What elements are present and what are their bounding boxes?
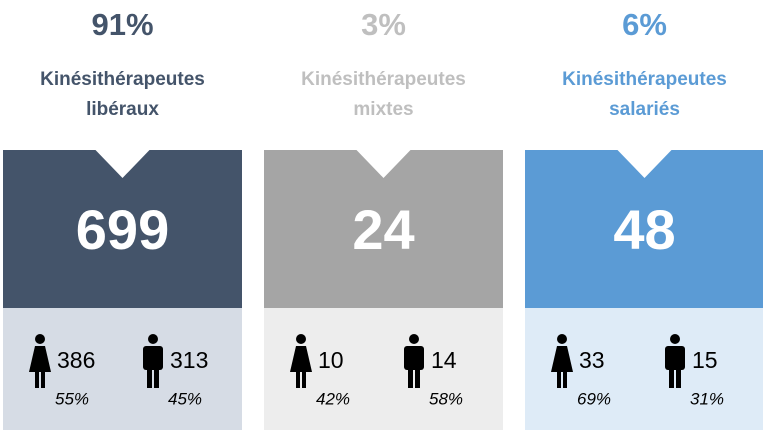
female-percent: 69% (577, 389, 611, 408)
leg (676, 368, 681, 388)
notch (95, 150, 150, 178)
female-icon (551, 334, 573, 388)
head (670, 334, 680, 344)
leg (296, 372, 300, 388)
female-count: 10 (318, 347, 344, 373)
leg (302, 372, 306, 388)
share-percent: 91% (91, 7, 153, 42)
leg (415, 368, 420, 388)
male-percent: 45% (168, 389, 202, 408)
body (404, 346, 424, 370)
notch (617, 150, 672, 178)
leg (154, 368, 159, 388)
male-icon (143, 334, 163, 388)
share-percent: 6% (622, 7, 667, 42)
category-label: salariés (609, 99, 680, 120)
dress (551, 346, 573, 372)
female-count: 33 (579, 347, 605, 373)
category-label: Kinésithérapeutes (301, 69, 466, 90)
female-icon (290, 334, 312, 388)
male-count: 15 (692, 347, 718, 373)
category-label: mixtes (353, 99, 413, 120)
head (148, 334, 158, 344)
male-count: 313 (170, 347, 208, 373)
total-count: 48 (613, 198, 675, 261)
body (143, 346, 163, 370)
female-percent: 42% (316, 389, 350, 408)
head (409, 334, 419, 344)
category-label: Kinésithérapeutes (40, 69, 205, 90)
body (665, 346, 685, 370)
male-count: 14 (431, 347, 457, 373)
total-count: 24 (352, 198, 414, 261)
female-percent: 55% (55, 389, 89, 408)
leg (563, 372, 567, 388)
total-count: 699 (76, 198, 169, 261)
male-icon (665, 334, 685, 388)
leg (35, 372, 39, 388)
leg (557, 372, 561, 388)
category-label: libéraux (86, 99, 159, 120)
male-icon (404, 334, 424, 388)
male-percent: 58% (429, 389, 463, 408)
leg (669, 368, 674, 388)
share-percent: 3% (361, 7, 406, 42)
dress (290, 346, 312, 372)
female-count: 386 (57, 347, 95, 373)
female-icon (29, 334, 51, 388)
category-label: Kinésithérapeutes (562, 69, 727, 90)
leg (408, 368, 413, 388)
leg (147, 368, 152, 388)
head (35, 334, 45, 344)
male-percent: 31% (690, 389, 724, 408)
head (557, 334, 567, 344)
dress (29, 346, 51, 372)
notch (356, 150, 411, 178)
leg (41, 372, 45, 388)
head (296, 334, 306, 344)
